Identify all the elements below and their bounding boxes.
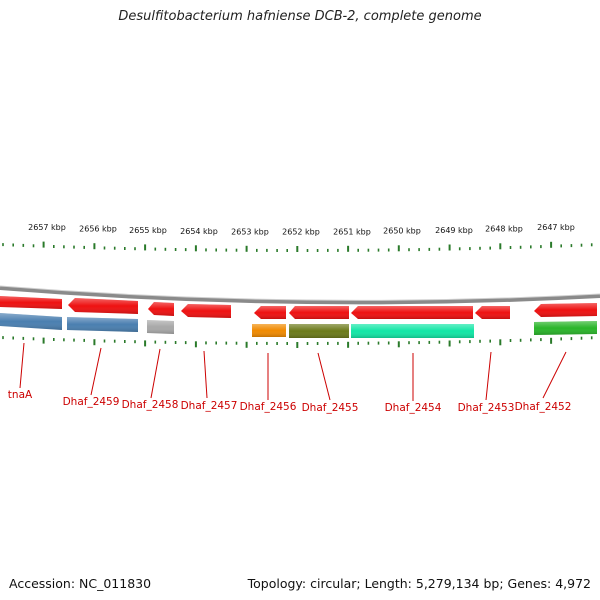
ruler-label: 2656 kbp xyxy=(79,225,117,234)
gene-label[interactable]: Dhaf_2453 xyxy=(458,402,515,414)
gene-label[interactable]: Dhaf_2456 xyxy=(240,401,297,413)
map-title: Desulfitobacterium hafniense DCB-2, comp… xyxy=(118,9,482,24)
leader-Dhaf_2455 xyxy=(317,352,331,401)
ruler-label: 2653 kbp xyxy=(231,227,269,236)
genome-backbone-highlight xyxy=(0,285,600,301)
leader-Dhaf_2457 xyxy=(203,350,208,399)
ruler-label: 2648 kbp xyxy=(485,225,523,234)
gene-label[interactable]: Dhaf_2457 xyxy=(181,400,238,412)
gene-label[interactable]: Dhaf_2454 xyxy=(385,402,442,414)
ruler-label: 2657 kbp xyxy=(28,223,66,232)
genome-stats-text: Topology: circular; Length: 5,279,134 bp… xyxy=(247,576,591,591)
leader-Dhaf_2453 xyxy=(485,351,492,401)
ruler-label: 2649 kbp xyxy=(435,226,473,235)
ruler-label: 2654 kbp xyxy=(180,227,218,236)
leader-Dhaf_2452 xyxy=(542,351,567,399)
gene-label[interactable]: tnaA xyxy=(8,389,33,401)
gene-label[interactable]: Dhaf_2459 xyxy=(63,396,120,408)
ruler-label: 2651 kbp xyxy=(333,227,371,236)
ruler-label: 2652 kbp xyxy=(282,228,320,237)
ruler-label: 2650 kbp xyxy=(383,227,421,236)
leader-Dhaf_2459 xyxy=(90,347,102,396)
gene-label[interactable]: Dhaf_2455 xyxy=(302,402,359,414)
leader-tnaA xyxy=(19,342,25,389)
ruler-label: 2655 kbp xyxy=(129,226,167,235)
ruler-label: 2647 kbp xyxy=(537,223,575,232)
gene-label[interactable]: Dhaf_2452 xyxy=(515,401,572,413)
leader-Dhaf_2458 xyxy=(150,348,161,399)
genome-backbone xyxy=(0,286,600,305)
gene-label[interactable]: Dhaf_2458 xyxy=(122,399,179,411)
accession-text: Accession: NC_011830 xyxy=(9,576,152,591)
